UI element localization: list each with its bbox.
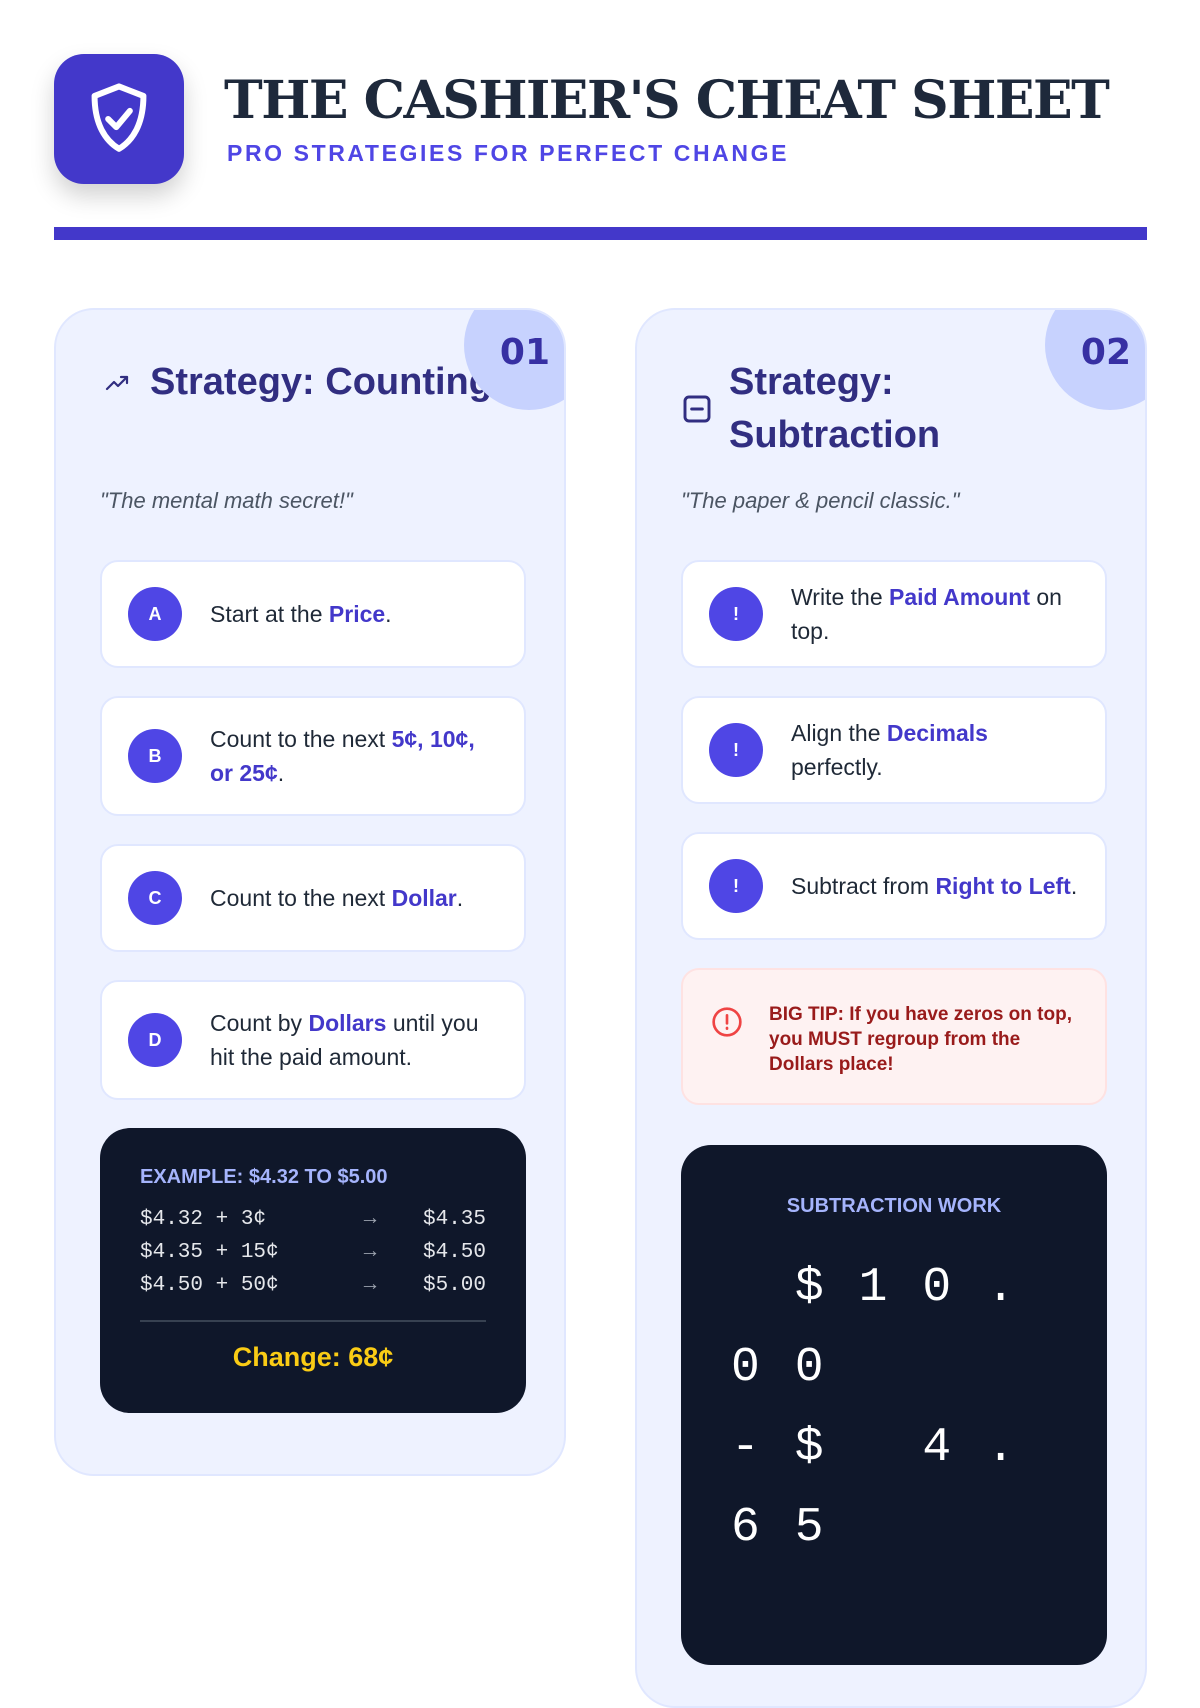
step-badge: ! (709, 587, 763, 641)
step-text-before: Align the (791, 720, 887, 746)
step-item: ! Align the Decimals perfectly. (681, 696, 1107, 804)
work-line-top: $10.00 (731, 1261, 1051, 1395)
step-text: Write the Paid Amount on top. (791, 580, 1081, 648)
step-badge: A (128, 587, 182, 641)
step-text-before: Write the (791, 584, 889, 610)
step-text-after: perfectly. (791, 754, 883, 780)
step-text: Subtract from Right to Left. (791, 869, 1077, 903)
step-highlight: Dollar (391, 885, 457, 911)
step-text: Count to the next Dollar. (210, 881, 463, 915)
example-calc: $4.35 + 15¢ (140, 1241, 279, 1264)
example-row: $4.32 + 3¢ → $4.35 (140, 1203, 486, 1236)
strategy-number: 02 (1080, 332, 1131, 373)
step-item: ! Subtract from Right to Left. (681, 832, 1107, 940)
logo (54, 54, 184, 184)
step-badge: ! (709, 859, 763, 913)
step-item: A Start at the Price. (100, 560, 526, 668)
strategy-title: Strategy: Subtraction (729, 361, 941, 456)
example-change: Change: 68¢ (232, 1342, 394, 1372)
step-item: D Count by Dollars until you hit the paid… (100, 980, 526, 1100)
step-badge: ! (709, 723, 763, 777)
shield-check-icon (91, 83, 147, 152)
step-text-after: . (385, 601, 392, 627)
step-highlight: 5¢, 10¢, or 25¢ (210, 726, 475, 786)
strategy-number: 01 (499, 332, 550, 373)
step-text-before: Count to the next (210, 885, 392, 911)
step-item: C Count to the next Dollar. (100, 844, 526, 952)
strategy-quote: "The mental math secret!" (100, 488, 353, 513)
big-tip: BIG TIP: If you have zeros on top, you M… (681, 968, 1107, 1105)
divider (54, 227, 1147, 240)
strategy-card-counting-up: 01 Strategy: Counting Up "The mental mat… (54, 308, 566, 1476)
subtraction-work-box: SUBTRACTION WORK $10.00 -$ 4.65 (681, 1145, 1107, 1665)
step-badge: D (128, 1013, 182, 1067)
step-text-before: Count by (210, 1010, 309, 1036)
tip-text: BIG TIP: If you have zeros on top, you M… (769, 1004, 1072, 1075)
divider (140, 1320, 486, 1322)
step-highlight: Right to Left (935, 873, 1071, 899)
example-calc: $4.32 + 3¢ (140, 1208, 267, 1231)
step-item: B Count to the next 5¢, 10¢, or 25¢. (100, 696, 526, 816)
step-text-after: on top. (791, 584, 1062, 644)
example-heading: EXAMPLE: $4.32 TO $5.00 (140, 1166, 388, 1188)
step-highlight: Dollars (308, 1010, 387, 1036)
step-text-before: Count to the next (210, 726, 392, 752)
example-result: $4.50 (422, 1241, 486, 1264)
step-highlight: Price (328, 601, 386, 627)
strategy-quote: "The paper & pencil classic." (681, 488, 960, 513)
step-text-after: . (277, 760, 285, 786)
example-box: EXAMPLE: $4.32 TO $5.00 $4.32 + 3¢ → $4.35 $… (100, 1128, 526, 1413)
step-highlight: Decimals (886, 720, 988, 746)
step-text: Count by Dollars until you hit the paid … (210, 1006, 500, 1074)
example-result: $5.00 (422, 1274, 486, 1297)
step-text-before: Subtract from (791, 873, 936, 899)
page-subtitle: PRO STRATEGIES FOR PERFECT CHANGE (227, 140, 790, 166)
arrow-icon: → (363, 1241, 377, 1264)
step-text: Start at the Price. (210, 597, 392, 631)
example-calc: $4.50 + 50¢ (140, 1274, 279, 1297)
minus-square-icon (683, 395, 711, 423)
step-text: Align the Decimals perfectly. (791, 716, 1081, 784)
step-text: Count to the next 5¢, 10¢, or 25¢. (210, 722, 500, 790)
example-row: $4.35 + 15¢ → $4.50 (140, 1236, 486, 1269)
step-item: ! Write the Paid Amount on top. (681, 560, 1107, 668)
step-badge: C (128, 871, 182, 925)
alert-circle-icon (711, 1006, 743, 1043)
step-text-after: . (1070, 873, 1078, 899)
step-text-before: Start at the (210, 601, 329, 627)
trending-up-icon (105, 375, 129, 390)
step-highlight: Paid Amount (889, 584, 1030, 610)
page-title: THE CASHIER'S CHEAT SHEET (224, 70, 1110, 131)
strategy-card-subtraction: 02 Strategy: Subtraction "The paper & pe… (635, 308, 1147, 1708)
step-badge: B (128, 729, 182, 783)
example-result: $4.35 (422, 1208, 486, 1231)
step-text-after: . (456, 885, 464, 911)
arrow-icon: → (363, 1274, 377, 1297)
arrow-icon: → (363, 1208, 377, 1231)
step-text-after: until you hit the paid amount. (210, 1010, 479, 1070)
work-heading: SUBTRACTION WORK (786, 1195, 1002, 1217)
work-line-subtract: -$ 4.65 (731, 1421, 1051, 1555)
example-row: $4.50 + 50¢ → $5.00 (140, 1269, 486, 1302)
